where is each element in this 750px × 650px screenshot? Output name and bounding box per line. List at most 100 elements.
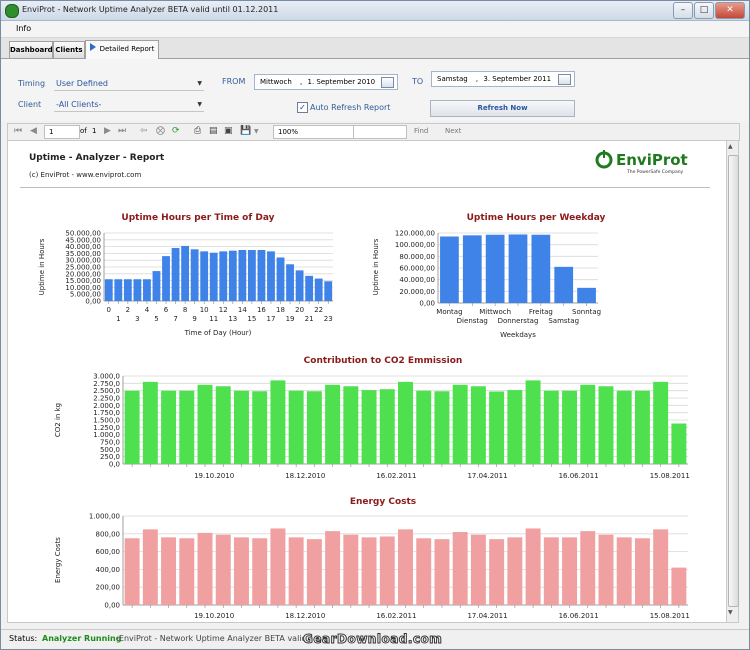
x-tick-label: 8 [183,306,187,314]
bar [653,529,669,605]
export-icon[interactable]: 💾 [240,126,252,136]
bar [634,538,650,605]
bar [416,390,432,464]
page-setup-icon[interactable]: ▣ [224,126,233,136]
auto-refresh-checkbox[interactable]: ✓ [297,102,308,113]
from-sep: , [300,78,303,86]
y-tick-label: 2.500,0 [93,387,120,395]
bar [288,537,304,605]
x-tick-label: 9 [192,315,196,323]
client-label: Client [18,100,42,109]
report-scrollbar[interactable]: ▲ ▼ [726,140,739,623]
stop-icon[interactable]: ⨂ [156,126,165,136]
timing-select-value: User Defined [56,79,108,88]
y-tick-label: 80.000,00 [399,253,435,261]
x-date-label: 17.04.2011 [467,472,507,480]
to-date-picker[interactable]: Samstag , 3. September 2011 [431,71,575,87]
refresh-now-button[interactable]: Refresh Now [430,100,575,117]
bar [179,538,195,605]
bar [215,386,231,464]
bar [361,537,377,605]
from-day: Mittwoch [260,78,292,86]
bar [267,251,275,301]
x-tick-label: Donnerstag [498,317,539,325]
close-button[interactable]: ✕ [715,2,745,19]
x-date-label: 19.10.2010 [194,472,234,480]
x-tick-label: Sonntag [572,308,601,316]
bar [286,264,294,301]
print-layout-icon[interactable]: ▤ [209,126,218,136]
scroll-up-icon[interactable]: ▲ [728,143,733,150]
y-tick-label: 20.000,00 [65,270,101,278]
x-tick-label: 10 [200,306,209,314]
y-tick-label: 0,00 [419,300,435,308]
find-input[interactable] [353,125,407,139]
x-tick-label: Freitag [529,308,553,316]
bar [398,529,413,605]
x-tick-label: 15 [247,315,256,323]
next-page-icon[interactable]: ▶ [104,126,111,136]
maximize-button[interactable]: □ [694,2,714,19]
x-tick-label: 7 [173,315,177,323]
x-axis-label: Weekdays [500,331,536,339]
first-page-icon[interactable]: ⏮ [14,126,23,136]
y-axis-label: Energy Costs [54,537,62,583]
tab-clients[interactable]: Clients [53,41,85,58]
next-link[interactable]: Next [445,127,462,135]
bar [562,537,578,605]
bar [507,537,523,605]
bar [577,287,596,303]
print-icon[interactable]: ⎙ [194,126,202,136]
to-sep: , [475,75,479,83]
zoom-select[interactable]: 100% [273,125,354,139]
header-divider [20,187,710,188]
previous-page-icon[interactable]: ◀ [30,126,37,136]
bar [598,534,614,605]
tab-detailed-report[interactable]: Detailed Report [85,40,159,59]
refresh-icon[interactable]: ⟳ [172,126,180,136]
page-number-input[interactable]: 1 [44,125,80,139]
tab-dashboard[interactable]: Dashboard [9,41,53,58]
chart-title: Energy Costs [350,497,416,507]
bar [161,390,177,464]
menu-info[interactable]: Info [16,24,32,33]
x-tick-label: 18 [276,306,285,314]
calendar-icon[interactable] [558,74,571,85]
timing-label: Timing [18,79,46,88]
back-icon[interactable]: ⇦ [140,126,148,136]
bar [379,536,395,605]
scroll-down-icon[interactable]: ▼ [728,609,733,616]
y-tick-label: 500,0 [100,446,120,454]
y-tick-label: 1.500,0 [93,417,120,425]
bar [305,275,314,301]
calendar-icon[interactable] [381,77,394,88]
minimize-button[interactable]: – [673,2,693,19]
chevron-down-icon[interactable]: ▼ [254,128,259,135]
y-tick-label: 5.000,00 [70,291,101,299]
bar [671,567,687,605]
from-date-picker[interactable]: Mittwoch , 1. September 2010 [254,74,398,90]
bar [580,531,596,605]
y-tick-label: 1.750,0 [93,409,120,417]
y-tick-label: 10.000,00 [65,284,101,292]
bar [489,539,505,605]
bar [470,534,486,605]
chart-title: Uptime Hours per Weekday [467,213,606,223]
client-select[interactable]: -All Clients- ▼ [54,98,204,112]
bar [525,380,541,464]
timing-select[interactable]: User Defined ▼ [54,77,204,91]
bar [325,531,341,605]
bar [325,384,341,464]
bar [543,537,559,605]
scroll-thumb[interactable] [728,155,739,607]
x-tick-label: 22 [314,306,323,314]
x-date-label: 18.12.2010 [285,612,325,620]
last-page-icon[interactable]: ⏭ [118,126,127,136]
bar [252,538,268,605]
bar [343,386,359,464]
y-tick-label: 250,0 [100,453,120,461]
bar [238,250,247,301]
find-link[interactable]: Find [414,127,429,135]
x-tick-label: Dienstag [457,317,488,325]
enviprot-logo: EnviProt The PowerSafe Company [595,150,688,175]
